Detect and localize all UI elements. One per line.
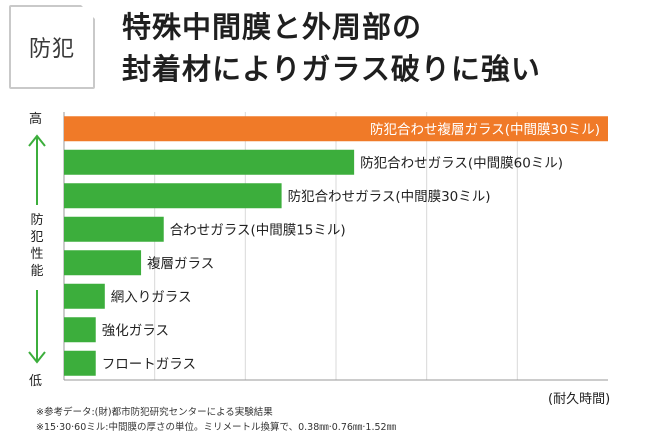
- bar: [64, 116, 608, 142]
- category-label: フロートガラス: [102, 356, 196, 372]
- badge-label: 防犯: [28, 37, 75, 62]
- title-line-1: 特殊中間膜と外周部の: [122, 10, 423, 44]
- category-label: 防犯合わせガラス(中間膜30ミル): [288, 189, 491, 205]
- bar: [64, 149, 355, 175]
- y-axis-label: 防犯性能: [30, 213, 44, 279]
- category-badge: 防犯: [9, 5, 95, 89]
- x-axis-label: (耐久時間): [548, 392, 611, 407]
- title-line-2: 封着材によりガラス破りに強い: [122, 52, 541, 86]
- arrow-head-down: [28, 351, 46, 364]
- bar: [64, 317, 96, 343]
- bar: [64, 283, 105, 309]
- bar: [64, 250, 142, 276]
- category-label: 防犯合わせ複層ガラス(中間膜30ミル): [370, 121, 600, 138]
- y-axis-low-label: 低: [29, 374, 43, 389]
- footnote-units: ※15·30·60ミル:中間膜の厚さの単位。ミリメートル換算で、0.38㎜·0.…: [36, 422, 397, 433]
- category-label: 複層ガラス: [147, 255, 214, 272]
- category-label: 強化ガラス: [102, 323, 169, 339]
- arrow-head-up: [28, 134, 46, 147]
- page-title: 特殊中間膜と外周部の 封着材によりガラス破りに強い: [122, 6, 541, 90]
- category-label: 防犯合わせガラス(中間膜60ミル): [360, 155, 563, 171]
- y-axis-high-label: 高: [29, 112, 43, 127]
- category-label: 網入りガラス: [111, 289, 192, 305]
- bar: [64, 183, 282, 209]
- footnote-source: ※参考データ:(財)都市防犯研究センターによる実験結果: [36, 407, 273, 418]
- category-label: 合わせガラス(中間膜15ミル): [170, 222, 346, 238]
- bar: [64, 216, 164, 242]
- bar: [64, 350, 96, 376]
